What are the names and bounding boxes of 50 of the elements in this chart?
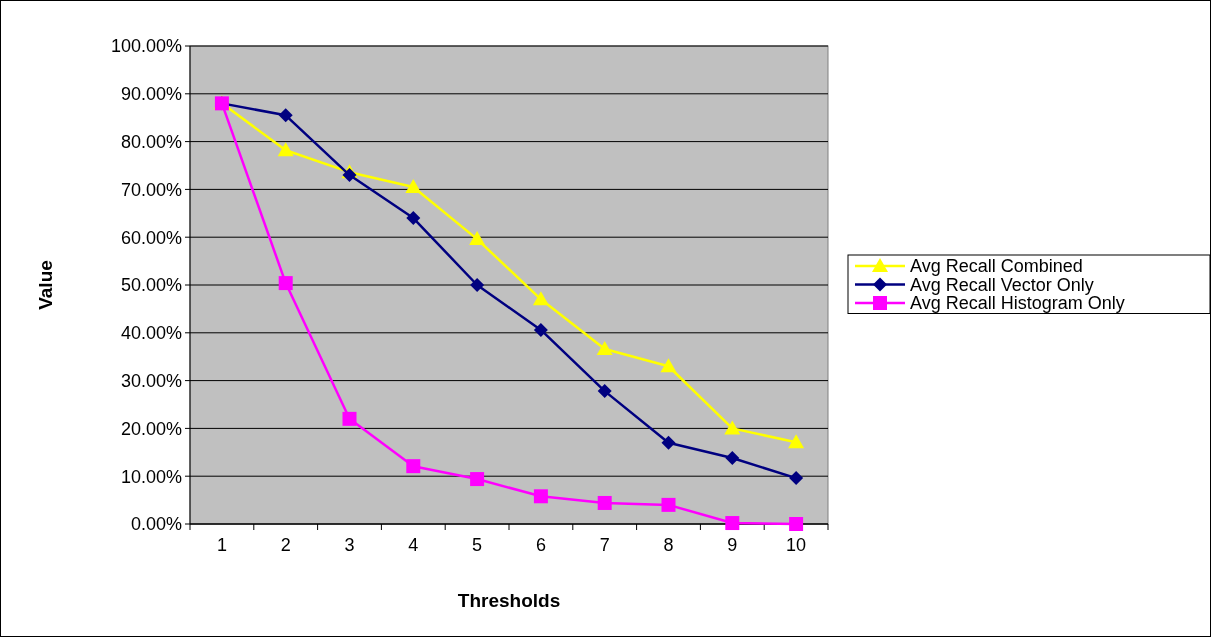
x-tick-label: 9: [727, 535, 738, 555]
point: [533, 322, 548, 337]
point: [789, 471, 804, 486]
x-tick-label: 6: [535, 535, 546, 555]
y-tick-label: 100.00%: [110, 36, 182, 57]
y-tick-label: 70.00%: [120, 179, 182, 200]
y-tick-label: 10.00%: [120, 466, 182, 487]
point: [597, 384, 612, 399]
x-tick-label: 3: [344, 535, 355, 555]
legend-label: Avg Recall Combined: [910, 256, 1083, 277]
point: [596, 341, 613, 356]
point: [661, 497, 676, 512]
y-tick-label: 20.00%: [120, 418, 182, 439]
point: [469, 231, 486, 246]
y-tick-label: 40.00%: [120, 323, 182, 344]
y-tick-label: 30.00%: [120, 370, 182, 391]
point: [342, 168, 357, 183]
point: [470, 278, 485, 292]
x-tick-label: 5: [472, 535, 483, 555]
x-tick-label: 4: [408, 535, 419, 555]
x-axis-title: Thresholds: [457, 590, 561, 611]
y-tick-label: 0.00%: [130, 514, 182, 535]
point: [724, 420, 741, 435]
x-tick-label: 1: [216, 535, 227, 555]
point: [532, 291, 549, 306]
y-tick-label: 90.00%: [120, 84, 182, 105]
x-tick-label: 7: [599, 535, 610, 555]
x-tick-label: 10: [786, 535, 807, 555]
point: [725, 516, 740, 531]
point: [278, 108, 293, 123]
point: [660, 358, 677, 373]
point: [789, 517, 804, 531]
point: [406, 459, 421, 474]
point: [278, 276, 293, 291]
point: [342, 411, 357, 426]
point: [406, 211, 421, 226]
point: [725, 451, 740, 466]
point: [661, 435, 676, 450]
y-tick-label: 80.00%: [120, 131, 182, 152]
point: [597, 495, 612, 510]
point: [405, 179, 422, 194]
point: [470, 472, 485, 487]
point: [533, 489, 548, 504]
point: [788, 434, 805, 449]
point: [277, 142, 294, 157]
y-tick-label: 50.00%: [120, 275, 182, 296]
y-tick-label: 60.00%: [120, 227, 182, 248]
y-axis-title: Value: [35, 260, 56, 310]
x-tick-label: 8: [663, 535, 674, 555]
x-tick-label: 2: [280, 535, 291, 555]
